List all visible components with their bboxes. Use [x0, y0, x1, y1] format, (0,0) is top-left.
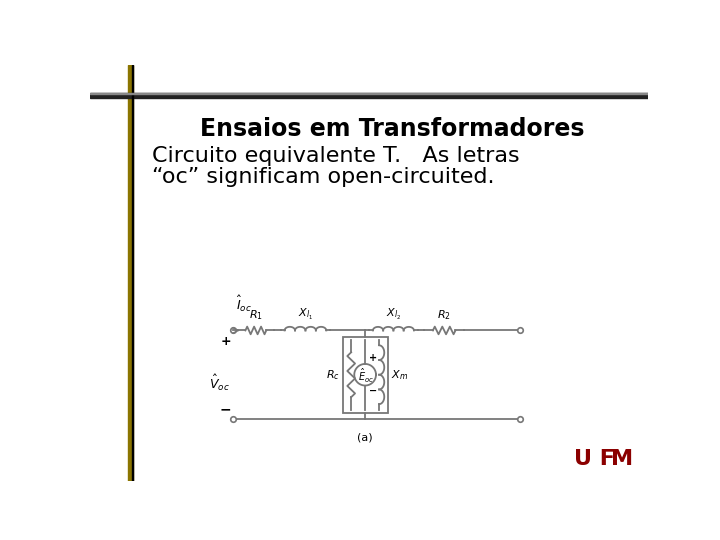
Text: −: − — [220, 402, 231, 416]
Text: U F: U F — [575, 449, 616, 469]
Text: $R_c$: $R_c$ — [325, 368, 340, 382]
Text: $\hat{I}_{oc}$: $\hat{I}_{oc}$ — [235, 293, 251, 314]
Text: (a): (a) — [357, 433, 373, 443]
Text: $X_{l_2}$: $X_{l_2}$ — [386, 307, 401, 322]
Text: $\hat{V}_{oc}$: $\hat{V}_{oc}$ — [209, 373, 230, 393]
Text: +: + — [369, 353, 377, 363]
Text: $R_1$: $R_1$ — [249, 308, 263, 322]
Bar — [132, 65, 133, 481]
Text: M: M — [611, 449, 633, 469]
Text: −: − — [369, 386, 377, 396]
Bar — [343, 336, 387, 413]
Bar — [90, 92, 648, 98]
Bar — [128, 65, 132, 481]
Text: Circuito equivalente T.   As letras: Circuito equivalente T. As letras — [152, 146, 520, 166]
Text: $\hat{E}_{oc}$: $\hat{E}_{oc}$ — [358, 367, 374, 385]
Text: $X_m$: $X_m$ — [391, 368, 408, 382]
Text: $X_{l_1}$: $X_{l_1}$ — [298, 307, 313, 322]
Text: +: + — [220, 335, 231, 348]
Text: Ensaios em Transformadores: Ensaios em Transformadores — [200, 117, 585, 141]
Bar — [90, 92, 648, 94]
Text: “oc” significam open-circuited.: “oc” significam open-circuited. — [152, 167, 495, 187]
Text: $R_2$: $R_2$ — [437, 308, 451, 322]
